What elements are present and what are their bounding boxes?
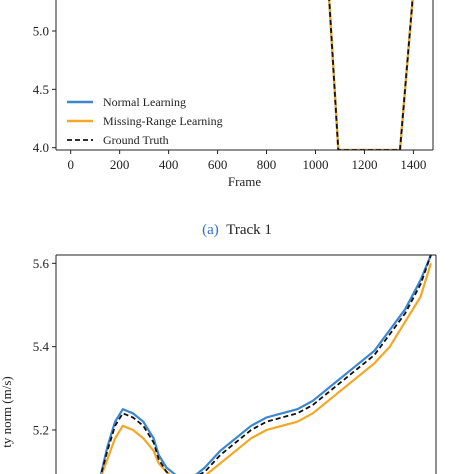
y-tick-label: 4.5 — [33, 82, 49, 97]
legend: Normal Learning Missing-Range Learning Gro… — [67, 95, 223, 147]
axes-frame — [55, 254, 437, 474]
caption: (a) Track 1 — [202, 222, 272, 238]
x-tick-label: 400 — [159, 157, 179, 172]
chart-track-2: 5.2 5.4 5.6 ty norm (m/s) — [0, 254, 437, 474]
y-tick-label: 5.2 — [33, 423, 49, 438]
x-axis-title: Frame — [228, 174, 261, 189]
y-axis-title: ty norm (m/s) — [0, 376, 14, 448]
y-tick-label: 5.0 — [33, 24, 49, 39]
y-tick-label: 5.6 — [33, 256, 50, 271]
x-tick-label: 600 — [208, 157, 228, 172]
chart-track-1: 4.0 4.5 5.0 0 200 400 600 800 1000 1200 1400 Frame N… — [33, 0, 434, 189]
series-line — [99, 255, 432, 474]
x-tick-label: 1400 — [400, 157, 426, 172]
legend-label: Missing-Range Learning — [103, 114, 223, 128]
x-tick-label: 800 — [257, 157, 277, 172]
caption-letter: (a) — [202, 222, 219, 238]
x-tick-label: 1000 — [302, 157, 328, 172]
plot-area — [99, 255, 432, 474]
series-line — [328, 0, 414, 150]
x-tick-label: 0 — [67, 157, 74, 172]
plot-area — [328, 0, 414, 150]
x-tick-label: 1200 — [351, 157, 377, 172]
y-tick-label: 4.0 — [33, 140, 49, 155]
legend-label: Ground Truth — [103, 133, 169, 147]
y-tick-label: 5.4 — [33, 339, 50, 354]
series-line — [328, 0, 414, 150]
x-tick-label: 200 — [110, 157, 130, 172]
axes-frame — [55, 0, 434, 151]
legend-label: Normal Learning — [103, 95, 186, 109]
series-line — [100, 262, 432, 474]
caption-title: Track 1 — [226, 222, 272, 238]
series-line — [100, 255, 432, 474]
series-line — [328, 0, 414, 150]
